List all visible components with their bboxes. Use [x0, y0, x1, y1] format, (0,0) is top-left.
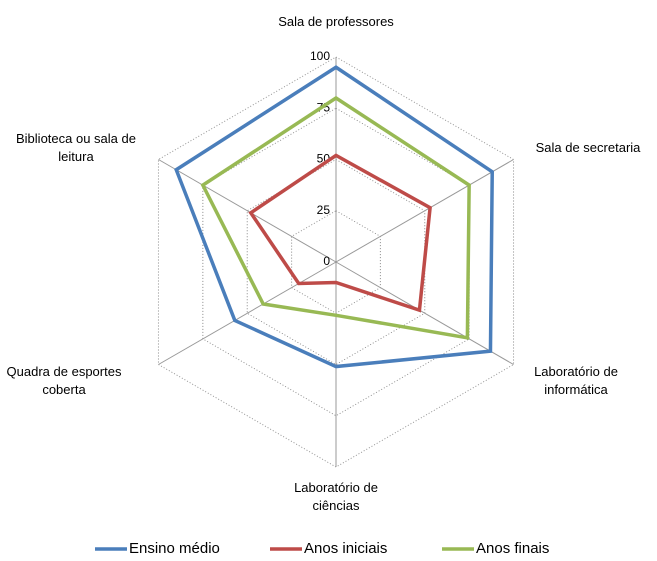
series-line — [248, 153, 432, 313]
r-tick-label: 0 — [323, 254, 330, 268]
category-label: Quadra de esportes coberta — [6, 364, 122, 397]
legend-label: Ensino médio — [129, 540, 220, 557]
category-label: Laboratório de ciências — [294, 480, 378, 513]
category-label: Biblioteca ou sala de leitura — [16, 131, 136, 164]
axis-spoke — [158, 261, 337, 365]
category-label: Sala de professores — [278, 14, 394, 29]
series-line — [174, 65, 494, 369]
legend-label: Anos finais — [476, 540, 549, 557]
category-label: Laboratório de informática — [534, 364, 618, 397]
axis-spoke — [335, 159, 514, 263]
axis-spoke — [158, 159, 337, 263]
series-line — [200, 95, 471, 340]
r-tick-label: 25 — [317, 203, 331, 217]
axis-spoke — [335, 261, 514, 365]
legend-label: Anos iniciais — [304, 540, 387, 557]
category-label: Sala de secretaria — [535, 140, 641, 155]
r-tick-label: 100 — [310, 49, 330, 63]
